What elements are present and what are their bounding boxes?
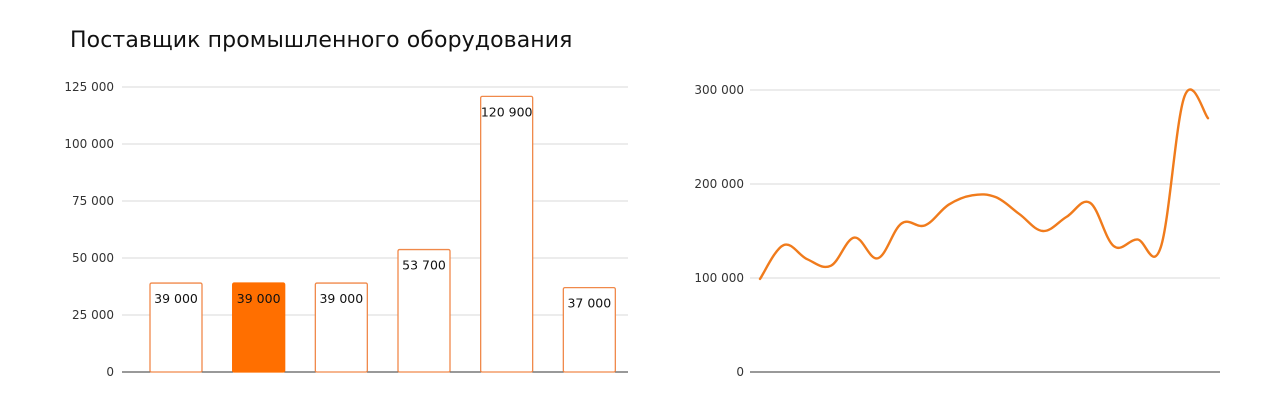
- series-line: [758, 88, 1210, 281]
- bar-value-label: 39 000: [319, 291, 363, 306]
- y-tick-label: 0: [106, 365, 114, 379]
- bar-value-label: 120 900: [481, 104, 533, 119]
- y-tick-label: 100 000: [694, 271, 744, 285]
- y-tick-label: 0: [736, 365, 744, 379]
- bar-value-label: 39 000: [237, 291, 281, 306]
- bar: [397, 248, 451, 373]
- bar: [149, 282, 203, 373]
- y-tick-label: 100 000: [64, 137, 114, 151]
- y-tick-label: 125 000: [64, 80, 114, 94]
- bar-value-label: 53 700: [402, 258, 446, 273]
- bar: [562, 286, 616, 373]
- bar-value-label: 39 000: [154, 291, 198, 306]
- y-tick-label: 50 000: [72, 251, 114, 265]
- bar: [232, 282, 286, 373]
- bar-value-label: 37 000: [567, 296, 611, 311]
- bar: [314, 282, 368, 373]
- y-tick-label: 75 000: [72, 194, 114, 208]
- page-title: Поставщик промышленного оборудования: [70, 28, 573, 53]
- bar-chart: 0 25 000 50 000 75 000 100 000 125 000 39 000 3…: [64, 80, 628, 379]
- y-tick-label: 200 000: [694, 177, 744, 191]
- y-tick-label: 25 000: [72, 308, 114, 322]
- bar: [480, 95, 534, 373]
- y-tick-label: 300 000: [694, 83, 744, 97]
